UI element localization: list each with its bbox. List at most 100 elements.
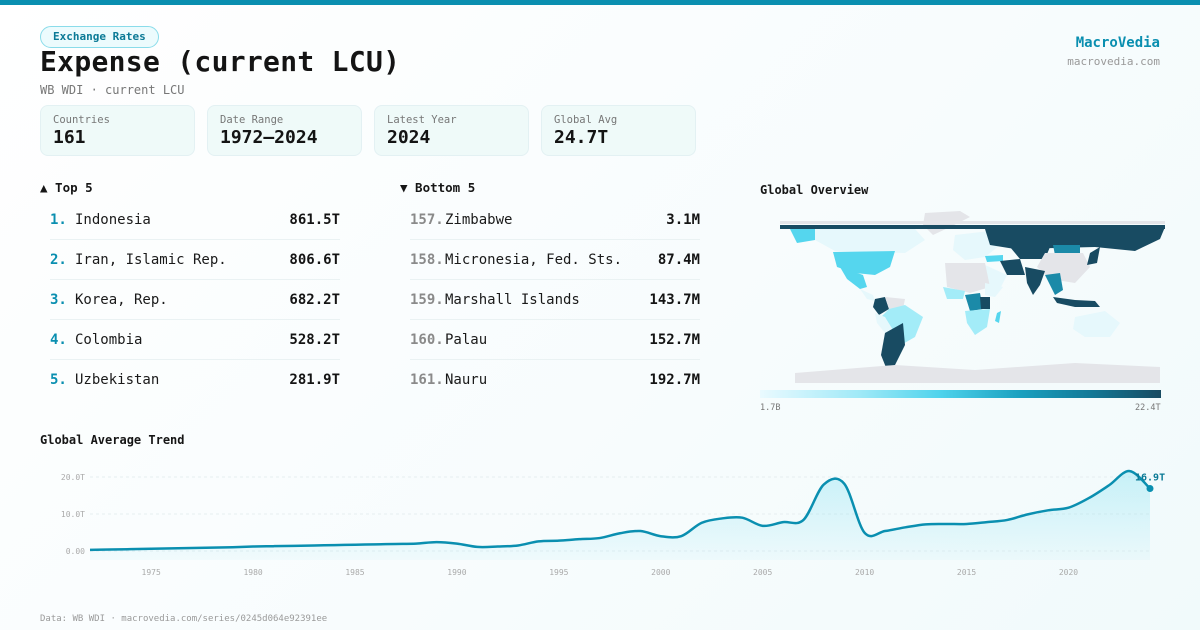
rank: 157. bbox=[410, 211, 444, 228]
rank: 1. bbox=[50, 211, 67, 228]
list-item[interactable]: 3. Korea, Rep. 682.2T bbox=[50, 280, 340, 320]
region-russia[interactable] bbox=[985, 227, 1165, 251]
region-tanzania[interactable] bbox=[980, 297, 990, 309]
region-central-america[interactable] bbox=[860, 289, 875, 301]
svg-text:1990: 1990 bbox=[447, 568, 466, 577]
top5-title: ▲ Top 5 bbox=[40, 180, 93, 195]
region-arctic-band bbox=[780, 221, 1165, 224]
region-southern-africa[interactable] bbox=[965, 309, 990, 335]
rank: 2. bbox=[50, 251, 67, 268]
svg-text:2020: 2020 bbox=[1059, 568, 1078, 577]
rank: 4. bbox=[50, 331, 67, 348]
region-china[interactable] bbox=[1037, 253, 1090, 283]
region-east-africa[interactable] bbox=[985, 283, 1003, 297]
stat-date-range: Date Range 1972–2024 bbox=[207, 105, 362, 156]
bottom5-list: ▼ Bottom 5 157. Zimbabwe 3.1M 158. Micro… bbox=[400, 180, 700, 400]
region-usa[interactable] bbox=[833, 251, 895, 275]
country-name: Nauru bbox=[445, 372, 488, 388]
country-value: 152.7M bbox=[649, 331, 700, 348]
region-arabia[interactable] bbox=[985, 265, 1007, 289]
stat-global-avg: Global Avg 24.7T bbox=[541, 105, 696, 156]
country-value: 87.4M bbox=[657, 251, 700, 268]
trend-end-marker[interactable] bbox=[1146, 484, 1154, 492]
global-average-trend-chart[interactable]: 0.00 10.0T 20.0T 1975 1980 1985 1990 1995 2000 2… bbox=[0, 455, 1200, 585]
region-japan-korea[interactable] bbox=[1087, 247, 1100, 265]
list-item[interactable]: 161. Nauru 192.7M bbox=[410, 360, 700, 400]
top-accent-bar bbox=[0, 0, 1200, 5]
stat-latest-year: Latest Year 2024 bbox=[374, 105, 529, 156]
country-name: Micronesia, Fed. Sts. bbox=[445, 251, 623, 268]
country-name: Uzbekistan bbox=[75, 372, 160, 388]
stat-label: Countries bbox=[53, 114, 110, 126]
stat-value: 24.7T bbox=[554, 127, 609, 148]
country-name: Iran, Islamic Rep. bbox=[75, 251, 227, 268]
region-iran[interactable] bbox=[1000, 259, 1025, 275]
list-item[interactable]: 1. Indonesia 861.5T bbox=[50, 200, 340, 240]
legend-min-label: 1.7B bbox=[760, 403, 781, 413]
stat-label: Latest Year bbox=[387, 114, 457, 126]
country-value: 861.5T bbox=[289, 211, 340, 228]
rank: 5. bbox=[50, 372, 67, 388]
region-indonesia[interactable] bbox=[1053, 297, 1100, 307]
list-item[interactable]: 2. Iran, Islamic Rep. 806.6T bbox=[50, 240, 340, 280]
region-mexico[interactable] bbox=[840, 267, 867, 289]
region-colombia[interactable] bbox=[873, 297, 889, 315]
region-canada[interactable] bbox=[815, 229, 925, 253]
country-name: Korea, Rep. bbox=[75, 291, 168, 308]
region-argentina[interactable] bbox=[881, 323, 905, 370]
country-name: Marshall Islands bbox=[445, 291, 580, 308]
region-north-africa[interactable] bbox=[945, 263, 990, 293]
country-value: 528.2T bbox=[289, 331, 340, 348]
country-value: 3.1M bbox=[666, 211, 700, 228]
region-arctic-band-dark bbox=[780, 225, 1165, 229]
world-choropleth-map[interactable] bbox=[775, 205, 1170, 385]
region-madagascar[interactable] bbox=[995, 311, 1001, 323]
category-badge[interactable]: Exchange Rates bbox=[40, 26, 159, 48]
stat-value: 2024 bbox=[387, 127, 431, 148]
rank: 159. bbox=[410, 291, 444, 308]
rank: 160. bbox=[410, 331, 444, 348]
svg-text:2010: 2010 bbox=[855, 568, 874, 577]
svg-text:2000: 2000 bbox=[651, 568, 670, 577]
country-value: 192.7M bbox=[649, 372, 700, 388]
list-item[interactable]: 157. Zimbabwe 3.1M bbox=[410, 200, 700, 240]
list-item[interactable]: 160. Palau 152.7M bbox=[410, 320, 700, 360]
country-name: Colombia bbox=[75, 331, 143, 348]
page-subtitle: WB WDI · current LCU bbox=[40, 83, 185, 97]
region-southeast-asia[interactable] bbox=[1045, 273, 1063, 295]
region-venezuela[interactable] bbox=[885, 297, 905, 309]
rank: 161. bbox=[410, 372, 444, 388]
list-item[interactable]: 5. Uzbekistan 281.9T bbox=[50, 360, 340, 400]
top5-list: ▲ Top 5 1. Indonesia 861.5T 2. Iran, Isl… bbox=[40, 180, 340, 400]
trend-area-fill bbox=[90, 471, 1150, 560]
region-india[interactable] bbox=[1025, 267, 1045, 295]
footer-source: Data: WB WDI · macrovedia.com/series/024… bbox=[40, 614, 328, 624]
region-west-africa[interactable] bbox=[943, 287, 965, 299]
x-axis-ticks: 1975 1980 1985 1990 1995 2000 2005 2010 2015 2020 bbox=[142, 568, 1079, 577]
country-value: 143.7M bbox=[649, 291, 700, 308]
map-title: Global Overview bbox=[760, 183, 869, 197]
brand-name[interactable]: MacroVedia bbox=[1075, 35, 1160, 51]
brand-url[interactable]: macrovedia.com bbox=[1067, 55, 1160, 68]
region-turkey[interactable] bbox=[985, 255, 1003, 262]
region-peru[interactable] bbox=[875, 313, 893, 333]
region-kazakhstan[interactable] bbox=[1010, 247, 1050, 259]
country-name: Zimbabwe bbox=[445, 211, 513, 228]
svg-text:1995: 1995 bbox=[549, 568, 568, 577]
list-item[interactable]: 4. Colombia 528.2T bbox=[50, 320, 340, 360]
country-value: 281.9T bbox=[289, 372, 340, 388]
list-item[interactable]: 158. Micronesia, Fed. Sts. 87.4M bbox=[410, 240, 700, 280]
region-drc[interactable] bbox=[965, 293, 983, 311]
region-australia[interactable] bbox=[1073, 311, 1120, 337]
rank: 3. bbox=[50, 291, 67, 308]
region-alaska[interactable] bbox=[790, 229, 815, 243]
region-mongolia[interactable] bbox=[1053, 245, 1080, 255]
stats-row: Countries 161 Date Range 1972–2024 Lates… bbox=[40, 105, 696, 156]
trend-line[interactable] bbox=[89, 469, 1151, 552]
svg-text:1980: 1980 bbox=[243, 568, 262, 577]
country-name: Indonesia bbox=[75, 211, 151, 228]
list-item[interactable]: 159. Marshall Islands 143.7M bbox=[410, 280, 700, 320]
region-antarctica[interactable] bbox=[795, 363, 1160, 383]
svg-text:20.0T: 20.0T bbox=[61, 473, 85, 482]
page-title: Expense (current LCU) bbox=[40, 45, 401, 78]
